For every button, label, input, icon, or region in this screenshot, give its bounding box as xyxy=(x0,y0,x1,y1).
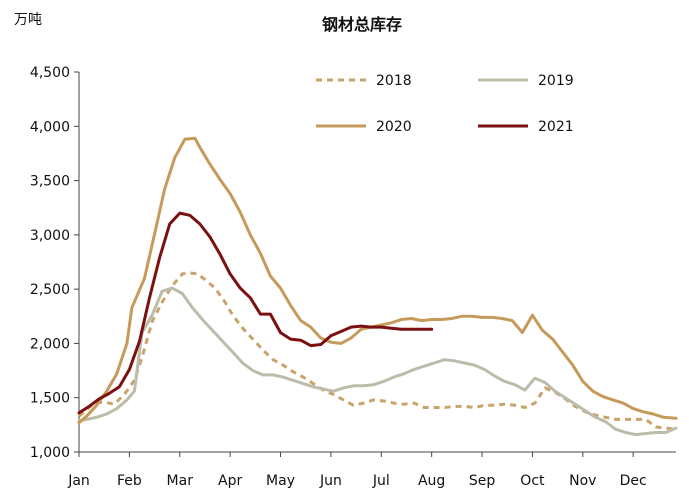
series-layer xyxy=(77,136,678,437)
y-tick-label: 2,000 xyxy=(30,336,70,352)
x-tick-label: Aug xyxy=(418,473,445,489)
legend: 2018 2019 2020 2021 xyxy=(316,73,574,135)
axes: 1,000 1,500 2,000 2,500 3,000 3,500 4,000 4,500… xyxy=(30,65,676,489)
y-tick-label: 3,000 xyxy=(30,228,70,244)
x-tick-label: Dec xyxy=(620,473,647,489)
chart-title: 钢材总库存 xyxy=(322,15,402,34)
y-unit-label: 万吨 xyxy=(14,12,42,28)
legend-label-2021: 2021 xyxy=(538,119,574,135)
y-tick-label: 3,500 xyxy=(30,174,70,190)
series-line-2021 xyxy=(77,211,434,415)
y-tick-label: 4,500 xyxy=(30,65,70,81)
x-tick-label: Nov xyxy=(569,473,596,489)
x-tick-label: Apr xyxy=(218,473,242,489)
x-tick-label: May xyxy=(266,473,295,489)
series-line-2018 xyxy=(78,271,677,431)
y-tick-label: 2,500 xyxy=(30,282,70,298)
x-tick-label: Jan xyxy=(67,473,90,489)
x-tick-label: Feb xyxy=(117,473,142,489)
y-tick-label: 1,000 xyxy=(30,445,70,461)
y-tick-label: 4,000 xyxy=(30,119,70,135)
x-tick-label: Mar xyxy=(167,473,194,489)
legend-label-2019: 2019 xyxy=(538,73,574,89)
series-line-2019 xyxy=(77,286,678,437)
series-line-2020 xyxy=(77,136,678,425)
x-tick-label: Oct xyxy=(520,473,545,489)
legend-label-2018: 2018 xyxy=(376,73,412,89)
x-tick-label: Sep xyxy=(469,473,496,489)
legend-label-2020: 2020 xyxy=(376,119,412,135)
x-tick-label: Jul xyxy=(372,473,390,489)
y-tick-label: 1,500 xyxy=(30,391,70,407)
x-tick-label: Jun xyxy=(319,473,342,489)
